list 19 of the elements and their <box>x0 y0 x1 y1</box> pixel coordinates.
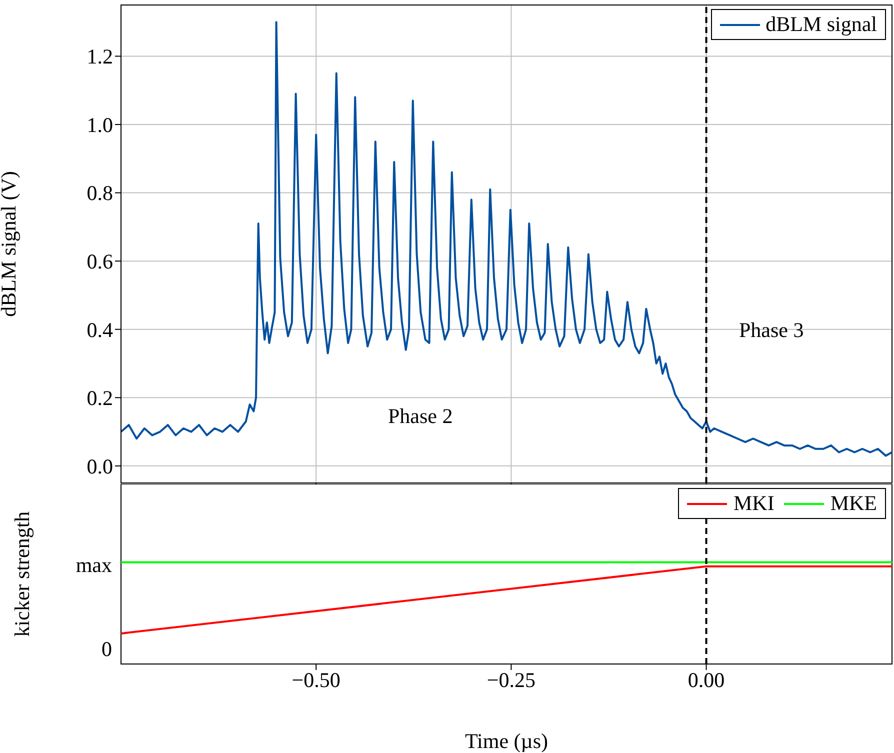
text: 0 <box>102 637 112 662</box>
y-axis-title: dBLM signal (V) <box>0 171 20 317</box>
legend-label: dBLM signal <box>766 12 877 37</box>
y-tick-label: 0.4 <box>86 318 114 342</box>
annotation: Phase 2 <box>388 404 453 429</box>
text: max <box>76 553 112 578</box>
y-tick-label: 1.0 <box>86 112 113 137</box>
x-tick-label: −0.25 <box>486 668 536 692</box>
legend-label: MKI <box>733 491 774 516</box>
x-tick-label: 0.00 <box>688 668 725 692</box>
x-tick-label: −0.50 <box>292 668 340 692</box>
annotation: Phase 3 <box>739 318 804 343</box>
legend-label: MKE <box>830 491 877 516</box>
y-axis-title: kicker strength <box>10 510 34 637</box>
y-tick-label: 0.8 <box>86 181 113 206</box>
y-tick-label: 0.0 <box>86 454 113 478</box>
y-tick-label: 1.2 <box>86 44 113 69</box>
y-tick-label: 0.6 <box>86 250 113 274</box>
y-tick-label: 0.2 <box>86 386 113 410</box>
